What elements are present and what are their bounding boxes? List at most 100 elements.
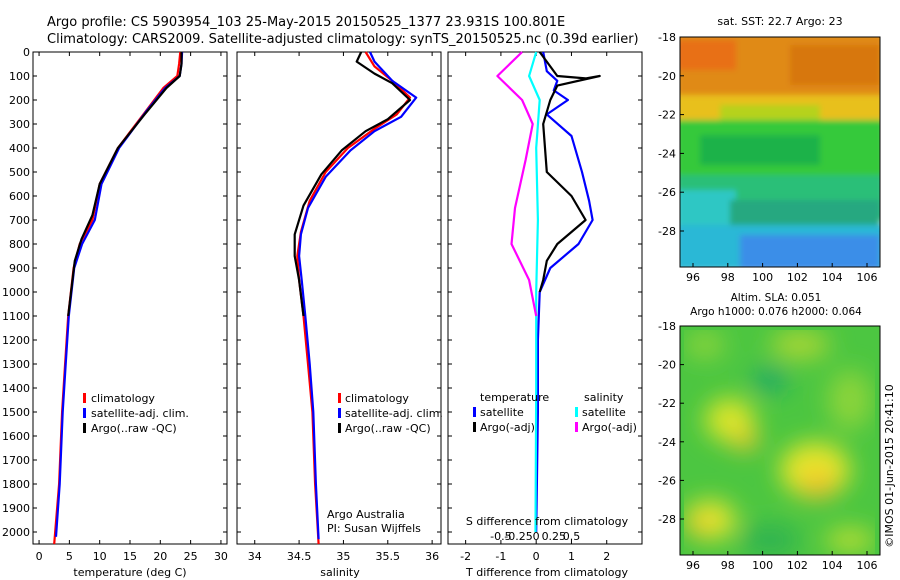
- map-y-tick-label: -20: [658, 70, 676, 83]
- x-tick-label: -2: [460, 550, 471, 563]
- x2-tick-label: 0.25: [542, 530, 567, 543]
- map-x-tick-label: 102: [787, 559, 808, 572]
- salinity-xlabel: salinity: [320, 566, 360, 579]
- depth-tick-label: 1100: [2, 310, 30, 323]
- difference-x-ticks: -2 -1 0 1 2: [448, 51, 642, 563]
- map-y-tick-label: -22: [658, 397, 676, 410]
- depth-tick-label: 1000: [2, 286, 30, 299]
- sst-map-title: sat. SST: 22.7 Argo: 23: [717, 15, 842, 28]
- sla-map-ticks: 96 98 100 102 104 106 -18 -20 -22 -24 -26 -28: [658, 320, 877, 572]
- depth-tick-label: 1200: [2, 334, 30, 347]
- map-x-tick-label: 106: [857, 271, 878, 284]
- salinity-diff-x-ticks: -0.5-0.25 0 0.250.5: [490, 530, 580, 543]
- legend-salinity-title: salinity: [584, 391, 624, 404]
- sst-map-ticks: 96 98 100 102 104 106 -18 -20 -22 -24 -26 -28: [658, 31, 877, 284]
- difference-legend: temperature salinity satellite Argo(-adj…: [473, 391, 637, 434]
- sla-heatmap: [680, 326, 880, 555]
- map-x-tick-label: 96: [686, 271, 700, 284]
- series-satellite-adj-clim--line: [298, 51, 418, 540]
- temperature-axes-box: [32, 51, 228, 545]
- depth-tick-label: 300: [9, 118, 30, 131]
- series-climatology-line: [296, 51, 412, 545]
- map-y-tick-label: -20: [658, 359, 676, 372]
- x-tick-label: 15: [123, 550, 137, 563]
- difference-series: [496, 51, 601, 533]
- depth-axis-labels: 0 100 200 300 400 500 600 700 800 900 1000 1100 1200…: [2, 46, 30, 539]
- x2-tick-label: 0.5: [563, 530, 581, 543]
- series-temperature-satellite-line: [535, 51, 594, 533]
- legend-climatology-label: climatology: [345, 392, 409, 405]
- x-tick-label: 36: [425, 550, 439, 563]
- x-tick-label: -1: [495, 550, 506, 563]
- map-x-tick-label: 102: [787, 271, 808, 284]
- map-y-tick-label: -18: [658, 31, 676, 44]
- legend-climatology-swatch: [338, 393, 341, 403]
- series-satellite-adj-clim--line: [54, 51, 184, 537]
- map-x-tick-label: 104: [822, 271, 843, 284]
- series-salinity-argo-adj--line: [496, 51, 538, 317]
- sla-map-title-2: Argo h1000: 0.076 h2000: 0.064: [690, 306, 862, 318]
- sla-map-title-1: Altim. SLA: 0.051: [731, 292, 822, 304]
- legend-t-argo-swatch: [473, 422, 476, 432]
- depth-tick-label: 500: [9, 166, 30, 179]
- legend-t-argo-label: Argo(-adj): [480, 421, 535, 434]
- legend-argo-label: Argo(..raw -QC): [91, 422, 177, 435]
- legend-s-argo-label: Argo(-adj): [582, 421, 637, 434]
- map-y-tick-label: -26: [658, 474, 676, 487]
- temperature-x-ticks: 0 5 10 15 20 25 30: [33, 51, 228, 563]
- sst-map-panel: sat. SST: 22.7 Argo: 23 96 98 100 102 104 106…: [658, 15, 881, 284]
- legend-argo-swatch: [83, 423, 86, 433]
- map-x-tick-label: 106: [857, 559, 878, 572]
- map-y-tick-label: -28: [658, 513, 676, 526]
- map-x-tick-label: 98: [721, 271, 735, 284]
- temperature-xlabel: temperature (deg C): [73, 566, 186, 579]
- series-argo-raw-qc--line: [67, 52, 183, 317]
- series-temperature-argo-adj--line: [538, 51, 601, 293]
- header-line1: Argo profile: CS 5903954_103 25-May-2015…: [47, 15, 565, 30]
- depth-tick-label: 400: [9, 142, 30, 155]
- temperature-series: [53, 51, 184, 545]
- depth-tick-label: 600: [9, 190, 30, 203]
- legend-t-satellite-swatch: [473, 407, 476, 417]
- x-tick-label: 2: [603, 550, 610, 563]
- x-tick-label: 0: [36, 550, 43, 563]
- depth-tick-label: 900: [9, 262, 30, 275]
- map-y-tick-label: -22: [658, 109, 676, 122]
- salinity-axes-box: [236, 51, 442, 545]
- argo-program-label: Argo Australia: [327, 508, 405, 521]
- x-tick-label: 0: [533, 550, 540, 563]
- series-climatology-line: [53, 51, 182, 545]
- sla-map-frame: [679, 325, 881, 556]
- sla-map-panel: Altim. SLA: 0.051 Argo h1000: 0.076 h200…: [658, 292, 881, 572]
- sst-map-frame: [679, 36, 881, 268]
- difference-axes-box: [447, 51, 643, 545]
- legend-s-argo-swatch: [575, 422, 578, 432]
- t-difference-label: T difference from climatology: [465, 566, 628, 579]
- depth-tick-label: 1900: [2, 502, 30, 515]
- depth-tick-label: 2000: [2, 526, 30, 539]
- header-line2: Climatology: CARS2009. Satellite-adjuste…: [47, 32, 639, 47]
- legend-argo-swatch: [338, 423, 341, 433]
- legend-s-satellite-swatch: [575, 407, 578, 417]
- depth-tick-label: 100: [9, 70, 30, 83]
- x2-tick-label: 0: [533, 530, 540, 543]
- map-y-tick-label: -28: [658, 225, 676, 238]
- depth-tick-label: 1300: [2, 358, 30, 371]
- temperature-legend: climatology satellite-adj. clim. Argo(..…: [83, 392, 189, 435]
- series-salinity-satellite-line: [527, 51, 541, 533]
- legend-satellite-swatch: [83, 408, 86, 418]
- x-tick-label: 20: [153, 550, 167, 563]
- salinity-series: [293, 51, 418, 545]
- salinity-x-ticks: 34 34.5 35 35.5 36: [237, 51, 441, 563]
- map-x-tick-label: 96: [686, 559, 700, 572]
- x-tick-label: 34.5: [287, 550, 312, 563]
- depth-tick-label: 0: [23, 46, 30, 59]
- depth-tick-label: 700: [9, 214, 30, 227]
- x-tick-label: 34: [248, 550, 262, 563]
- x-tick-label: 25: [184, 550, 198, 563]
- s-difference-label: S difference from climatology: [466, 515, 629, 528]
- map-x-tick-label: 100: [752, 271, 773, 284]
- depth-tick-label: 1500: [2, 406, 30, 419]
- sst-heatmap: [680, 37, 880, 267]
